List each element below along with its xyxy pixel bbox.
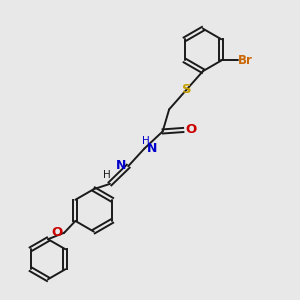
Text: O: O	[51, 226, 62, 239]
Text: H: H	[103, 170, 111, 180]
Text: S: S	[182, 83, 192, 96]
Text: N: N	[147, 142, 158, 155]
Text: O: O	[186, 124, 197, 136]
Text: H: H	[142, 136, 150, 146]
Text: N: N	[116, 159, 126, 172]
Text: Br: Br	[238, 54, 253, 67]
